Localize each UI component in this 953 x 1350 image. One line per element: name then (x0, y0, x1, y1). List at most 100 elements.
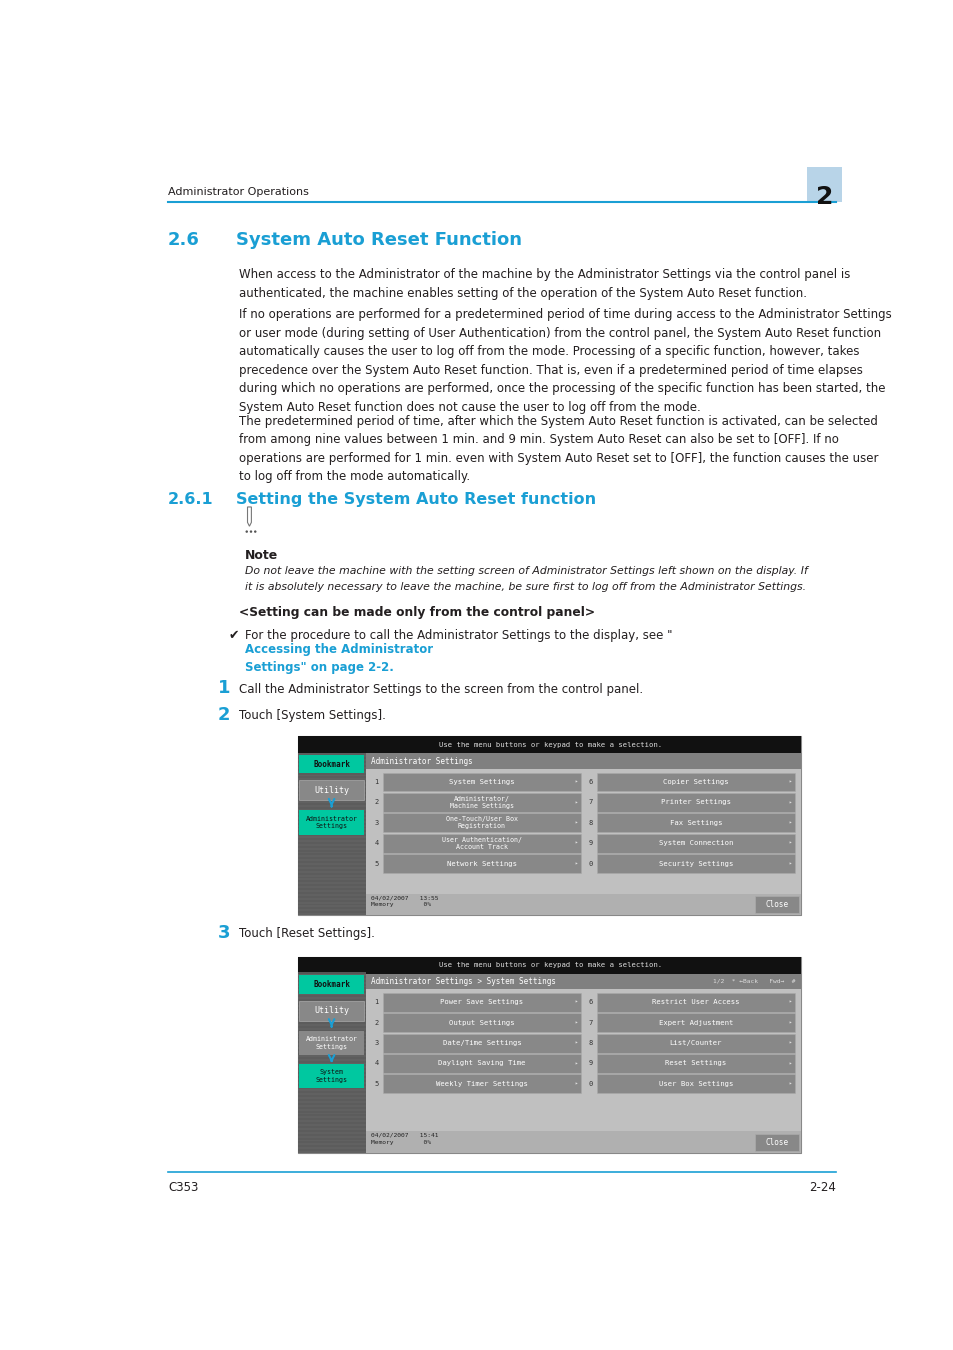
Bar (297, 875, 365, 876)
Bar (297, 883, 365, 884)
FancyBboxPatch shape (365, 753, 801, 768)
Circle shape (245, 531, 248, 533)
Bar (297, 753, 365, 755)
Bar (297, 998, 365, 999)
Text: 5: 5 (374, 1081, 378, 1087)
Text: Note: Note (245, 549, 277, 563)
Text: ▸: ▸ (788, 821, 791, 825)
Bar (297, 836, 365, 838)
Bar (297, 892, 365, 894)
Text: Restrict User Access: Restrict User Access (652, 999, 739, 1006)
Bar (297, 1018, 365, 1021)
Text: ▸: ▸ (575, 1061, 578, 1067)
Text: 2: 2 (374, 799, 378, 806)
Bar (297, 1007, 365, 1008)
Bar (297, 755, 365, 757)
Bar (297, 913, 365, 915)
Circle shape (250, 531, 252, 533)
FancyBboxPatch shape (298, 975, 364, 994)
Text: 2: 2 (816, 185, 833, 209)
Text: 2: 2 (217, 706, 230, 724)
Bar (297, 798, 365, 799)
Bar (297, 1011, 365, 1012)
Text: Power Save Settings: Power Save Settings (440, 999, 523, 1006)
Bar (297, 779, 365, 780)
FancyBboxPatch shape (596, 814, 794, 833)
Bar (297, 999, 365, 1000)
Text: 3: 3 (374, 819, 378, 826)
Bar (297, 1031, 365, 1034)
FancyBboxPatch shape (297, 736, 801, 915)
Text: 1/2  * ←Back   Fwd→  #: 1/2 * ←Back Fwd→ # (713, 979, 795, 984)
Bar (297, 767, 365, 768)
Bar (297, 1080, 365, 1081)
FancyBboxPatch shape (596, 992, 794, 1011)
FancyBboxPatch shape (365, 894, 801, 915)
FancyBboxPatch shape (382, 814, 580, 833)
FancyBboxPatch shape (596, 1034, 794, 1053)
Bar (297, 898, 365, 899)
Bar (297, 849, 365, 852)
FancyBboxPatch shape (382, 1075, 580, 1094)
Text: Do not leave the machine with the setting screen of Administrator Settings left : Do not leave the machine with the settin… (245, 566, 807, 576)
Bar (297, 1054, 365, 1057)
FancyBboxPatch shape (298, 1000, 364, 1021)
Text: Administrator
Settings: Administrator Settings (305, 815, 357, 829)
Bar (297, 1038, 365, 1040)
Text: Administrator/
Machine Settings: Administrator/ Machine Settings (450, 796, 514, 809)
Text: List/Counter: List/Counter (669, 1040, 721, 1046)
Bar (297, 815, 365, 817)
Bar (297, 1075, 365, 1076)
Bar (297, 890, 365, 892)
Bar (297, 842, 365, 844)
Bar (297, 1142, 365, 1143)
Bar (297, 986, 365, 987)
Text: ▸: ▸ (575, 861, 578, 867)
Bar (297, 1045, 365, 1048)
Text: 2.6: 2.6 (168, 231, 200, 250)
Text: 7: 7 (588, 799, 592, 806)
Bar (297, 980, 365, 981)
Bar (297, 1000, 365, 1003)
Bar (297, 1125, 365, 1126)
FancyBboxPatch shape (297, 973, 365, 1153)
Bar (297, 1089, 365, 1091)
Bar (297, 825, 365, 826)
FancyBboxPatch shape (365, 1131, 801, 1153)
FancyBboxPatch shape (297, 957, 801, 973)
Text: Expert Adjustment: Expert Adjustment (658, 1019, 732, 1026)
Text: ▸: ▸ (575, 841, 578, 845)
Text: 3: 3 (374, 1040, 378, 1046)
Text: When access to the Administrator of the machine by the Administrator Settings vi: When access to the Administrator of the … (239, 269, 850, 300)
Bar (297, 819, 365, 821)
Bar (297, 1095, 365, 1098)
Text: User Authentication/
Account Track: User Authentication/ Account Track (441, 837, 521, 849)
Bar (297, 863, 365, 865)
Text: ▸: ▸ (788, 1021, 791, 1025)
Bar (297, 1050, 365, 1053)
Bar (297, 799, 365, 802)
FancyBboxPatch shape (298, 1064, 364, 1088)
Bar (297, 826, 365, 829)
Bar (297, 871, 365, 872)
Text: 0: 0 (588, 1081, 592, 1087)
Text: System Auto Reset Function: System Auto Reset Function (235, 231, 521, 250)
Text: 8: 8 (588, 1040, 592, 1046)
Bar (297, 786, 365, 788)
Bar (297, 1108, 365, 1111)
Bar (297, 775, 365, 776)
FancyBboxPatch shape (298, 780, 364, 801)
Text: <Setting can be made only from the control panel>: <Setting can be made only from the contr… (239, 606, 595, 618)
Text: If no operations are performed for a predetermined period of time during access : If no operations are performed for a pre… (239, 308, 891, 414)
Bar (297, 1025, 365, 1026)
Text: 4: 4 (374, 840, 378, 846)
Text: 3: 3 (217, 925, 230, 942)
Bar (297, 991, 365, 994)
FancyBboxPatch shape (596, 1014, 794, 1033)
FancyBboxPatch shape (596, 1075, 794, 1094)
Bar (297, 1118, 365, 1120)
Text: 2.6.1: 2.6.1 (168, 491, 213, 506)
Bar (297, 903, 365, 906)
Text: 04/02/2007   15:41
Memory        0%: 04/02/2007 15:41 Memory 0% (371, 1133, 438, 1145)
Text: Reset Settings: Reset Settings (664, 1061, 726, 1067)
